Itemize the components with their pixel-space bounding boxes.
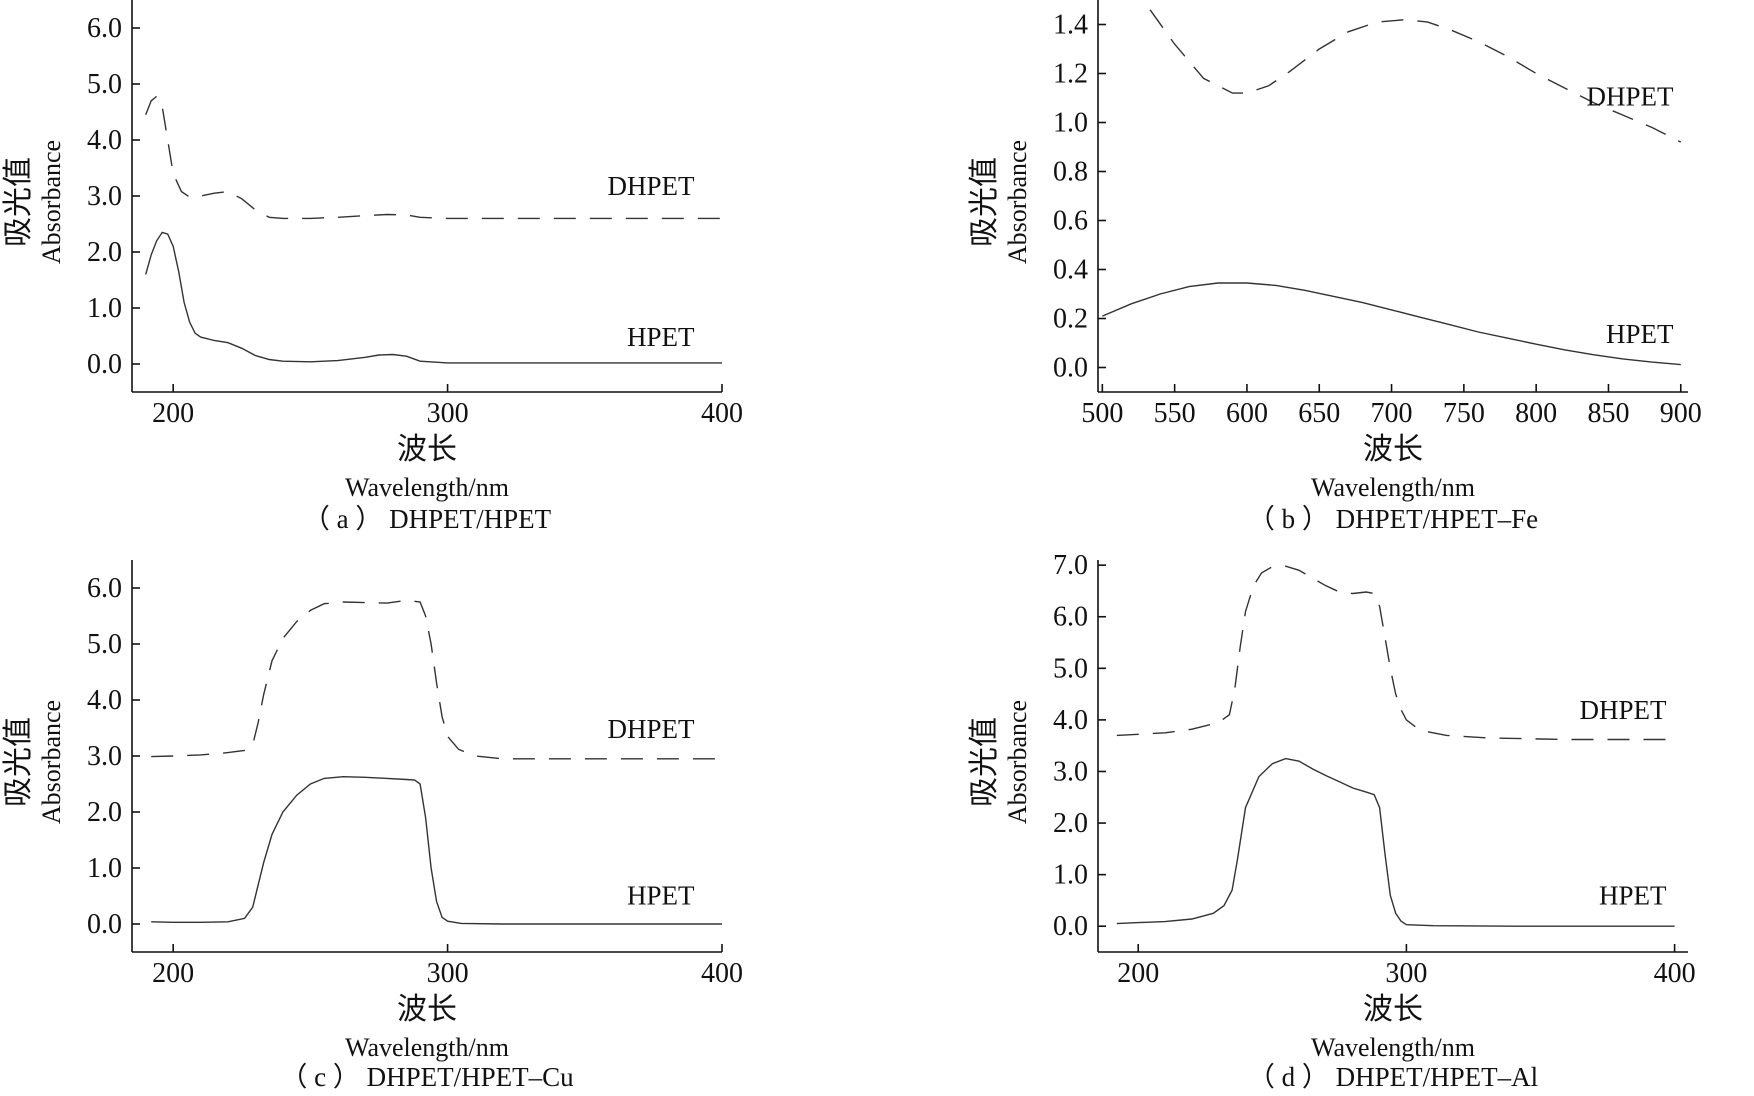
panel-caption: （ b ） DHPET/HPET–Fe [1248, 504, 1538, 534]
x-tick-label: 200 [152, 958, 194, 989]
series-line-dhpet [1149, 9, 1682, 143]
y-tick-label: 3.0 [87, 741, 122, 772]
y-axis-label-cn: 吸光值 [967, 157, 1002, 247]
y-tick-label: 0.0 [87, 909, 122, 940]
x-axis-label-en: Wavelength/nm [345, 1033, 509, 1062]
y-tick-label: 2.0 [1053, 808, 1088, 839]
series-line-dhpet [1116, 565, 1675, 741]
x-axis-label-cn: 波长 [397, 992, 457, 1027]
panel-d: 0.0 1.0 2.0 3.0 4.0 5.0 6.0 7.0 200 300 400 吸光值 Abso… [967, 550, 1696, 1092]
series-line-dhpet [145, 95, 722, 220]
panel-c: 0.0 1.0 2.0 3.0 4.0 5.0 6.0 200 300 400 吸光值 Absorba… [1, 560, 743, 1092]
y-tick-label: 1.2 [1053, 59, 1088, 90]
x-axis-label-en: Wavelength/nm [1311, 1033, 1475, 1062]
y-tick-label: 5.0 [87, 629, 122, 660]
y-axis-label-cn: 吸光值 [1, 157, 36, 247]
y-axis-label-en: Absorbance [37, 700, 66, 824]
x-tick-label: 550 [1154, 398, 1196, 429]
x-axis-label-cn: 波长 [1363, 432, 1423, 467]
series-label-dhpet: DHPET [1587, 81, 1675, 111]
y-axis-label-cn: 吸光值 [967, 717, 1002, 807]
series-label-hpet: HPET [1606, 319, 1674, 349]
series-label-hpet: HPET [1599, 881, 1667, 911]
y-tick-label: 0.0 [1053, 353, 1088, 384]
x-tick-label: 750 [1443, 398, 1485, 429]
x-tick-label: 700 [1371, 398, 1413, 429]
y-tick-label: 2.0 [87, 237, 122, 268]
y-tick-label: 5.0 [87, 69, 122, 100]
x-axis-label-cn: 波长 [397, 432, 457, 467]
panel-b: 0.0 0.2 0.4 0.6 0.8 1.0 1.2 1.4 500 550 600 650 700 7… [967, 0, 1702, 534]
y-tick-label: 0.6 [1053, 206, 1088, 237]
y-axis-label-cn: 吸光值 [1, 717, 36, 807]
x-axis-label-en: Wavelength/nm [1311, 473, 1475, 502]
series-line-hpet [1102, 282, 1681, 366]
panel-caption: （ c ） DHPET/HPET–Cu [280, 1062, 574, 1092]
y-tick-label: 6.0 [87, 13, 122, 44]
y-tick-label: 4.0 [87, 685, 122, 716]
x-tick-label: 400 [701, 398, 743, 429]
panel-a: 0.0 1.0 2.0 3.0 4.0 5.0 6.0 200 300 400 吸光值 Absorba… [1, 0, 743, 534]
y-tick-label: 1.0 [87, 853, 122, 884]
y-tick-label: 2.0 [87, 797, 122, 828]
panel-caption: （ d ） DHPET/HPET–Al [1248, 1062, 1538, 1092]
x-tick-label: 300 [427, 958, 469, 989]
x-axis-label-cn: 波长 [1363, 992, 1423, 1027]
y-tick-label: 4.0 [87, 125, 122, 156]
series-label-hpet: HPET [627, 880, 695, 910]
x-tick-label: 900 [1660, 398, 1702, 429]
x-tick-label: 400 [701, 958, 743, 989]
y-axis-label-en: Absorbance [1003, 700, 1032, 824]
x-tick-label: 200 [152, 398, 194, 429]
x-tick-label: 200 [1117, 958, 1159, 989]
panel-caption: （ a ） DHPET/HPET [303, 504, 552, 534]
series-line-hpet [151, 775, 722, 925]
x-tick-label: 600 [1226, 398, 1268, 429]
y-tick-label: 0.8 [1053, 157, 1088, 188]
y-tick-label: 3.0 [87, 181, 122, 212]
y-tick-label: 7.0 [1053, 550, 1088, 581]
series-label-dhpet: DHPET [1580, 695, 1668, 725]
y-tick-label: 0.4 [1053, 255, 1088, 286]
y-tick-label: 6.0 [87, 573, 122, 604]
series-line-hpet [1116, 757, 1675, 927]
series-label-dhpet: DHPET [608, 171, 696, 201]
x-tick-label: 800 [1515, 398, 1557, 429]
x-axis-label-en: Wavelength/nm [345, 473, 509, 502]
y-tick-label: 1.0 [87, 293, 122, 324]
y-axis-label-en: Absorbance [37, 140, 66, 264]
y-tick-label: 0.0 [87, 349, 122, 380]
y-tick-label: 6.0 [1053, 602, 1088, 633]
x-tick-label: 300 [427, 398, 469, 429]
y-tick-label: 3.0 [1053, 756, 1088, 787]
series-label-dhpet: DHPET [608, 714, 696, 744]
x-tick-label: 650 [1298, 398, 1340, 429]
y-tick-label: 5.0 [1053, 653, 1088, 684]
y-tick-label: 4.0 [1053, 705, 1088, 736]
series-label-hpet: HPET [627, 322, 695, 352]
x-tick-label: 400 [1654, 958, 1696, 989]
series-line-hpet [145, 231, 722, 364]
x-tick-label: 500 [1081, 398, 1123, 429]
y-tick-label: 1.4 [1053, 10, 1088, 41]
y-tick-label: 1.0 [1053, 108, 1088, 139]
x-tick-label: 850 [1587, 398, 1629, 429]
y-tick-label: 0.0 [1053, 911, 1088, 942]
y-tick-label: 0.2 [1053, 304, 1088, 335]
y-axis-label-en: Absorbance [1003, 140, 1032, 264]
y-tick-label: 1.0 [1053, 860, 1088, 891]
x-tick-label: 300 [1385, 958, 1427, 989]
